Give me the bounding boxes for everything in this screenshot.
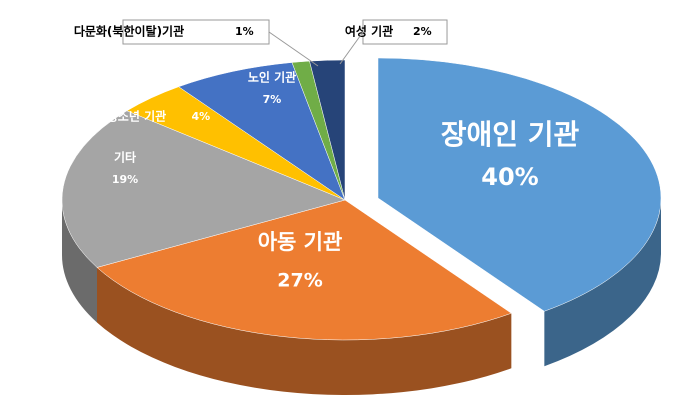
slice-side [62,200,98,323]
label-value: 7% [263,93,282,106]
pie-sides [62,200,512,396]
label-value: 27% [277,270,322,292]
slice [96,199,512,341]
label-name: 여성 기관 [345,24,393,39]
label-name: 기타 [114,150,136,165]
label-name: 아동 기관 [258,230,343,254]
slice [178,62,346,201]
label-value: 2% [413,25,432,38]
leader-line [268,31,319,67]
label-box [362,19,448,45]
leader-line [339,31,364,65]
label-value: 19% [112,173,138,186]
slice [61,110,346,268]
label-value: 40% [481,163,538,191]
label-value: 1% [235,25,254,38]
data-labels: 장애인 기관 40% 아동 기관 27% 기타 19% 청소년 기관 4% 노인 기관 7% 다문화… [74,19,580,292]
label-value: 4% [192,110,211,123]
label-name: 장애인 기관 [441,118,580,151]
exploded-slice [377,57,662,367]
label-name: 다문화(북한이탈)기관 [74,24,184,39]
label-name: 청소년 기관 [107,109,166,124]
pie-tops [61,59,512,341]
label-name: 노인 기관 [248,70,296,85]
slice [377,57,662,312]
slice-side [544,198,661,367]
slice-side [97,267,512,396]
slice [309,59,346,201]
